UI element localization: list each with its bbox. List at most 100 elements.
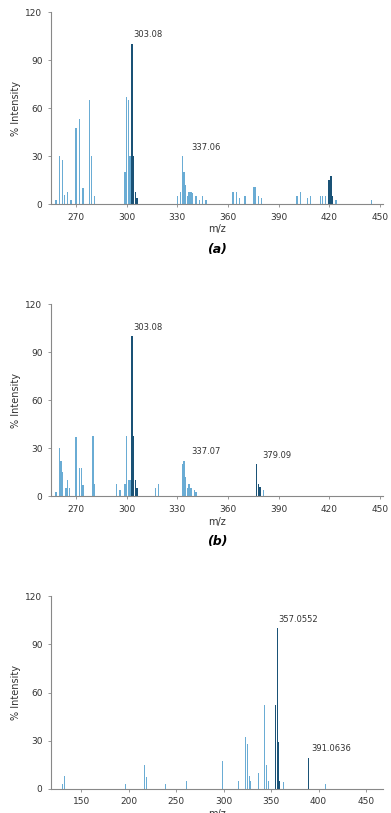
Bar	[62, 159, 63, 204]
Bar	[278, 742, 279, 789]
Bar	[309, 776, 310, 789]
Bar	[371, 199, 372, 204]
Bar	[182, 156, 183, 204]
Text: 303.08: 303.08	[134, 323, 163, 332]
Bar	[195, 197, 197, 204]
Bar	[55, 199, 57, 204]
Bar	[247, 744, 248, 789]
Bar	[268, 780, 269, 789]
X-axis label: m/z: m/z	[208, 809, 226, 813]
Text: 379.09: 379.09	[262, 450, 291, 459]
Bar	[199, 780, 200, 789]
Y-axis label: % Intensity: % Intensity	[11, 665, 21, 720]
Bar	[129, 156, 131, 204]
Bar	[133, 156, 134, 204]
Bar	[177, 197, 178, 204]
X-axis label: m/z: m/z	[208, 516, 226, 527]
Bar	[254, 187, 256, 204]
Y-axis label: % Intensity: % Intensity	[11, 373, 21, 428]
Bar	[283, 782, 284, 789]
Bar	[328, 180, 330, 204]
Bar	[135, 480, 136, 497]
Bar	[256, 464, 257, 497]
Text: (a): (a)	[207, 243, 227, 256]
Bar	[245, 737, 246, 789]
Bar	[320, 197, 321, 204]
Bar	[310, 197, 311, 204]
Bar	[202, 197, 203, 204]
Bar	[330, 176, 332, 204]
Bar	[277, 628, 278, 789]
Bar	[222, 762, 223, 789]
Bar	[116, 484, 117, 497]
Bar	[124, 172, 126, 204]
Bar	[65, 489, 67, 497]
Bar	[135, 192, 136, 204]
Bar	[263, 490, 264, 497]
Bar	[119, 490, 121, 497]
Bar	[275, 706, 276, 789]
Bar	[258, 484, 259, 497]
Text: (b): (b)	[207, 535, 227, 548]
Bar	[300, 192, 301, 204]
Bar	[158, 484, 160, 497]
Bar	[94, 197, 95, 204]
Bar	[180, 192, 181, 204]
Bar	[64, 776, 65, 789]
Bar	[258, 772, 259, 789]
Bar	[258, 197, 259, 204]
Bar	[133, 436, 134, 497]
Bar	[129, 480, 131, 497]
Bar	[79, 467, 80, 497]
Bar	[188, 192, 190, 204]
Y-axis label: % Intensity: % Intensity	[11, 80, 21, 136]
Bar	[79, 120, 80, 204]
Bar	[259, 487, 261, 497]
Bar	[307, 198, 308, 204]
Bar	[325, 197, 326, 204]
Bar	[155, 489, 156, 497]
Bar	[322, 197, 323, 204]
Bar	[69, 489, 70, 497]
Bar	[124, 484, 126, 497]
Bar	[161, 780, 162, 789]
Bar	[266, 764, 267, 789]
X-axis label: m/z: m/z	[208, 224, 226, 234]
Bar	[62, 472, 63, 497]
Bar	[146, 777, 147, 789]
Bar	[205, 199, 207, 204]
Bar	[131, 337, 133, 497]
Text: 337.06: 337.06	[191, 142, 221, 151]
Bar	[264, 706, 265, 789]
Bar	[194, 490, 195, 497]
Bar	[59, 449, 60, 497]
Bar	[55, 492, 57, 497]
Bar	[279, 780, 280, 789]
Bar	[70, 199, 72, 204]
Text: 303.08: 303.08	[134, 30, 163, 39]
Bar	[136, 489, 138, 497]
Text: 357.0552: 357.0552	[279, 615, 318, 624]
Bar	[296, 197, 298, 204]
Bar	[236, 749, 237, 789]
Bar	[89, 100, 90, 204]
Bar	[185, 185, 187, 204]
Bar	[244, 197, 246, 204]
Bar	[183, 172, 185, 204]
Bar	[136, 198, 138, 204]
Bar	[335, 199, 337, 204]
Bar	[192, 193, 193, 204]
Bar	[256, 718, 257, 789]
Text: 337.07: 337.07	[191, 447, 221, 456]
Bar	[261, 198, 262, 204]
Bar	[272, 780, 273, 789]
Bar	[237, 754, 238, 789]
Bar	[82, 485, 84, 497]
Bar	[60, 461, 62, 497]
Bar	[131, 44, 133, 204]
Bar	[332, 197, 333, 204]
Bar	[59, 156, 60, 204]
Bar	[250, 780, 251, 789]
Bar	[232, 192, 234, 204]
Bar	[190, 489, 192, 497]
